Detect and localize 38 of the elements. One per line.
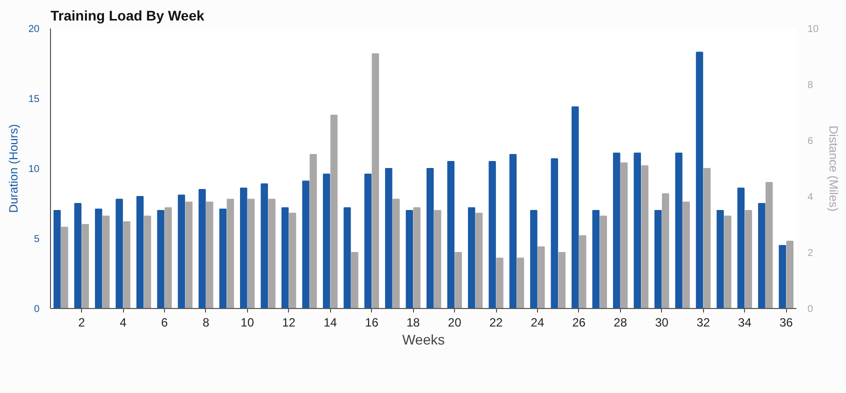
x-tick-label: 2 <box>78 316 86 330</box>
x-axis-title: Weeks <box>402 332 445 348</box>
x-tick-label: 28 <box>614 316 628 330</box>
x-tick-label: 26 <box>572 316 586 330</box>
x-tick-label: 20 <box>448 316 462 330</box>
x-tick-label: 34 <box>738 316 752 330</box>
x-tick-label: 22 <box>489 316 504 330</box>
y2-tick-label: 2 <box>808 248 814 259</box>
y-tick-label: 15 <box>28 94 40 105</box>
bar <box>447 161 454 308</box>
x-tick-label: 24 <box>530 316 544 330</box>
y-tick-label: 5 <box>34 234 40 245</box>
bar <box>509 154 517 308</box>
bar <box>550 158 558 308</box>
y-tick-label: 0 <box>34 304 40 315</box>
y2-tick-label: 8 <box>808 80 814 91</box>
y-tick-label: 20 <box>28 24 40 35</box>
y-axis-title: Duration (Hours) <box>6 124 20 213</box>
x-tick-label: 14 <box>324 316 338 330</box>
x-tick-label: 32 <box>696 316 710 330</box>
x-tick-label: 4 <box>120 316 127 330</box>
y2-tick-label: 0 <box>808 304 814 315</box>
x-tick-label: 12 <box>282 316 296 330</box>
y2-axis-title: Distance (Miles) <box>826 125 841 212</box>
x-tick-label: 10 <box>240 316 254 330</box>
x-tick-label: 36 <box>779 316 794 330</box>
y-tick-label: 10 <box>28 164 40 175</box>
x-tick-label: 8 <box>202 316 210 330</box>
x-tick-label: 30 <box>655 316 669 330</box>
chart-title: Training Load By Week <box>50 8 204 24</box>
x-tick-label: 6 <box>161 316 168 330</box>
y2-tick-label: 10 <box>808 24 820 35</box>
x-tick-label: 18 <box>406 316 420 330</box>
x-tick-label: 16 <box>365 316 379 330</box>
bar <box>488 161 496 308</box>
y2-tick-label: 4 <box>808 192 814 203</box>
y2-tick-label: 6 <box>808 136 814 147</box>
bar <box>572 106 579 308</box>
